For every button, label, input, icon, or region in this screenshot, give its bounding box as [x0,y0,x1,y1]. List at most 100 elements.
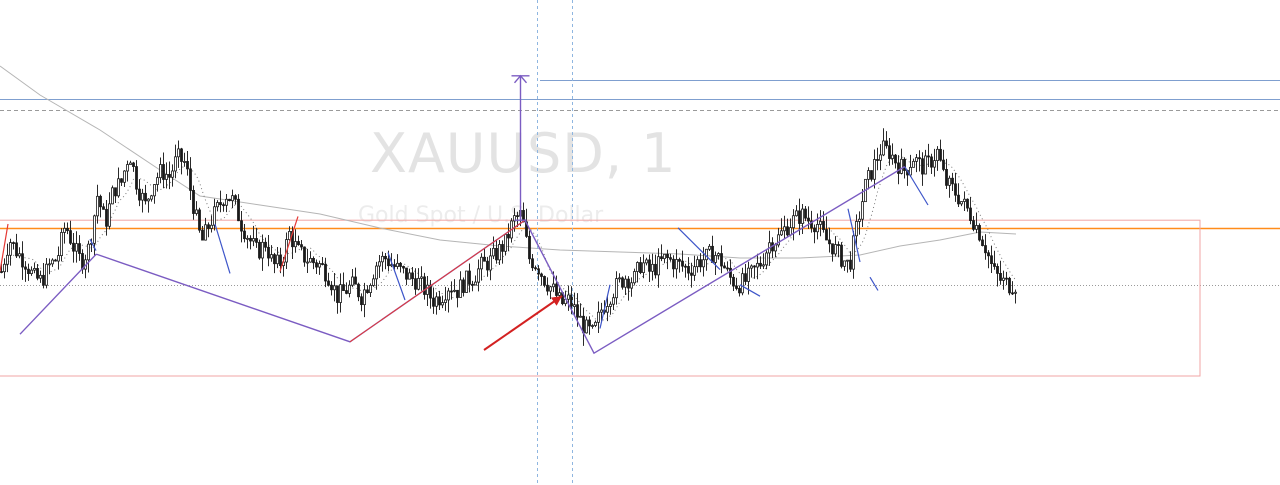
candle-body [843,260,846,267]
candle-body [228,198,231,202]
candle-body [726,267,729,270]
candle-body [129,162,132,165]
candle-body [105,208,108,227]
swing-segment [279,216,299,272]
candle-body [882,140,885,156]
candle-body [900,158,903,174]
candle-body [684,265,687,268]
candle-body [318,263,321,268]
candle-body [57,255,60,262]
candle-body [546,284,549,292]
candle-body [885,140,888,147]
zone-rectangle [0,219,1201,377]
candle-body [777,234,780,246]
candle-body [612,297,615,305]
candle-body [396,262,399,267]
candle-body [45,263,48,286]
candle-body [975,225,978,230]
candle-body [501,244,504,252]
candle-body [141,192,144,201]
candle-body [480,256,483,270]
candle-body [978,225,981,241]
candle-body [714,255,717,263]
candle-body [579,315,582,318]
candle-body [87,243,90,261]
candle-body [189,168,192,191]
candle-body [156,177,159,185]
candle-body [888,145,891,159]
candle-body [558,292,561,296]
candle-body [552,283,555,288]
candle-body [138,188,141,201]
candle-body [813,227,816,233]
candle-body [354,276,357,285]
candle-body [960,201,963,205]
candle-body [729,267,732,278]
swing-segment [0,223,9,272]
candle-body [54,259,57,262]
candle-body [456,289,459,298]
candle-body [744,273,747,282]
candle-body [912,160,915,168]
candle-body [795,210,798,217]
red-swing-line [349,219,526,343]
candle-body [807,217,810,222]
candle-body [240,220,243,232]
candle-body [747,267,750,282]
swing-segment [599,284,611,329]
candle-body [222,204,225,207]
candle-body [693,266,696,276]
candle-body [270,254,273,259]
candle-body [438,296,441,306]
candle-body [852,235,855,270]
candle-body [711,245,714,263]
candle-body [348,284,351,294]
candle-body [825,229,828,241]
candle-body [117,178,120,197]
candle-body [630,282,633,289]
candle-body [651,263,654,272]
candle-body [804,208,807,219]
candle-body [933,160,936,168]
candle-body [660,256,663,260]
candle-body [870,170,873,180]
candle-body [750,265,753,269]
candle-body [831,243,834,255]
candle-body [267,246,270,259]
candle-body [993,263,996,267]
candle-body [738,288,741,294]
candle-body [99,195,102,208]
candle-body [81,253,84,270]
candle-body [513,215,516,222]
candle-body [357,283,360,298]
candle-body [48,263,51,266]
candle-body [444,299,447,303]
candle-body [753,265,756,268]
candle-body [468,270,471,285]
candle-body [75,243,78,252]
candle-body [549,286,552,292]
candle-body [219,202,222,206]
candle-body [1014,291,1017,294]
candle-body [648,259,651,272]
candle-body [792,215,795,229]
candle-body [207,224,210,229]
candle-body [324,263,327,282]
candle-body [786,226,789,236]
candle-body [588,319,591,327]
candle-body [135,166,138,190]
candle-body [585,319,588,334]
candle-body [942,159,945,170]
candle-body [294,241,297,248]
candle-body [783,226,786,232]
annotation-arrow-head [550,296,562,306]
candle-body [0,271,3,273]
candle-body [477,268,480,283]
candle-body [669,257,672,260]
candle-body [591,325,594,327]
candle-body [126,164,129,172]
candle-body [699,259,702,268]
candle-body [828,239,831,245]
candle-body [516,215,519,218]
